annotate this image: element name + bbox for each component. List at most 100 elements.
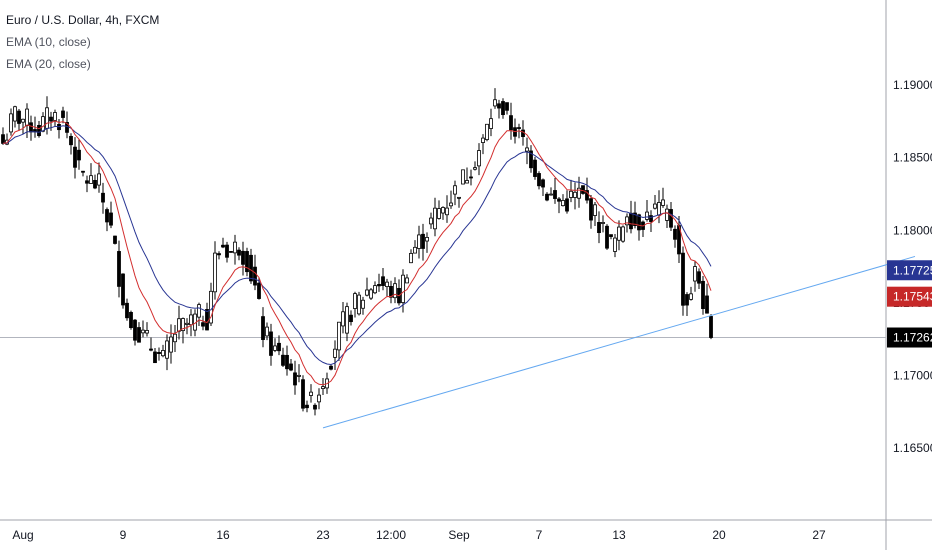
last-price-badge	[887, 327, 932, 348]
candle-body	[13, 106, 17, 122]
candle-body	[81, 170, 85, 173]
candle-body	[425, 236, 429, 242]
candle-body	[493, 99, 497, 107]
price-tick-label: 1.16500	[893, 441, 932, 455]
candle-body	[105, 209, 109, 223]
candle-body	[117, 251, 121, 287]
candle-body	[581, 185, 585, 194]
candle-body	[317, 394, 321, 403]
candle-body	[185, 322, 189, 325]
candle-body	[241, 250, 245, 265]
candle-body	[9, 113, 13, 133]
candle-body	[201, 322, 205, 327]
candle-body	[165, 340, 169, 359]
candle-body	[285, 354, 289, 370]
candle-body	[205, 309, 209, 331]
candle-body	[29, 122, 33, 133]
price-tick-label: 1.18000	[893, 223, 932, 237]
candle-body	[237, 249, 241, 256]
candle-body	[465, 180, 469, 184]
candle-body	[605, 225, 609, 249]
candle-body	[649, 215, 653, 222]
candle-body	[101, 192, 105, 203]
candle-body	[85, 180, 89, 184]
candle-body	[61, 110, 65, 118]
candle-body	[377, 284, 381, 287]
candle-body	[625, 216, 629, 226]
candle-body	[217, 253, 221, 256]
candle-body	[125, 302, 129, 319]
time-tick-label: Sep	[448, 528, 470, 542]
candle-body	[17, 110, 21, 124]
candle-body	[261, 316, 265, 340]
candle-body	[45, 107, 49, 129]
candle-body	[265, 326, 269, 337]
candle-body	[305, 404, 309, 409]
candle-body	[49, 116, 53, 122]
candle-body	[613, 237, 617, 252]
candle-body	[597, 222, 601, 234]
candle-body	[673, 228, 677, 240]
candle-body	[373, 285, 377, 294]
candle-body	[457, 196, 461, 199]
candle-body	[41, 116, 45, 132]
last-price-badge-text: 1.17262	[893, 331, 932, 345]
candle-body	[589, 198, 593, 221]
candle-body	[309, 391, 313, 396]
candle-body	[213, 252, 217, 293]
candle-body	[685, 294, 689, 306]
candle-body	[369, 289, 373, 299]
candle-body	[257, 282, 261, 299]
candle-body	[69, 135, 73, 146]
candle-body	[545, 193, 549, 201]
candle-body	[577, 187, 581, 199]
candle-body	[385, 281, 389, 288]
time-tick-label: 16	[216, 528, 230, 542]
candle-body	[541, 179, 545, 188]
candle-body	[709, 316, 713, 338]
candle-body	[281, 354, 285, 366]
candle-body	[445, 207, 449, 216]
price-tick-label: 1.18500	[893, 151, 932, 165]
candle-body	[693, 266, 697, 282]
candle-body	[461, 169, 465, 185]
candle-body	[341, 311, 345, 327]
candle-body	[681, 252, 685, 306]
symbol-title[interactable]: Euro / U.S. Dollar, 4h, FXCM	[6, 13, 160, 27]
candle-body	[417, 234, 421, 249]
ema-fast-line	[2, 120, 712, 386]
candle-body	[477, 150, 481, 167]
candle-body	[529, 150, 533, 169]
candle-body	[269, 331, 273, 356]
candle-body	[665, 208, 669, 221]
candle-body	[345, 306, 349, 334]
candle-body	[421, 233, 425, 249]
candle-body	[113, 235, 117, 244]
candle-body	[429, 217, 433, 225]
candle-body	[277, 342, 281, 352]
candle-body	[169, 336, 173, 353]
candle-body	[293, 372, 297, 386]
candle-body	[365, 289, 369, 296]
candle-body	[485, 123, 489, 140]
candle-body	[481, 137, 485, 143]
ema-fast-label[interactable]: EMA (10, close)	[6, 35, 91, 49]
candle-body	[313, 404, 317, 410]
candle-body	[585, 190, 589, 201]
candle-body	[97, 173, 101, 186]
candle-body	[453, 185, 457, 195]
candle-body	[489, 118, 493, 129]
candle-body	[133, 319, 137, 341]
candle-body	[473, 167, 477, 170]
candle-body	[137, 327, 141, 343]
candle-body	[181, 318, 185, 332]
candle-body	[229, 251, 233, 253]
candle-body	[153, 351, 157, 364]
candle-body	[25, 108, 29, 126]
candle-body	[653, 203, 657, 209]
candle-body	[145, 330, 149, 334]
time-tick-label: 27	[812, 528, 826, 542]
ema-slow-label[interactable]: EMA (20, close)	[6, 57, 91, 71]
